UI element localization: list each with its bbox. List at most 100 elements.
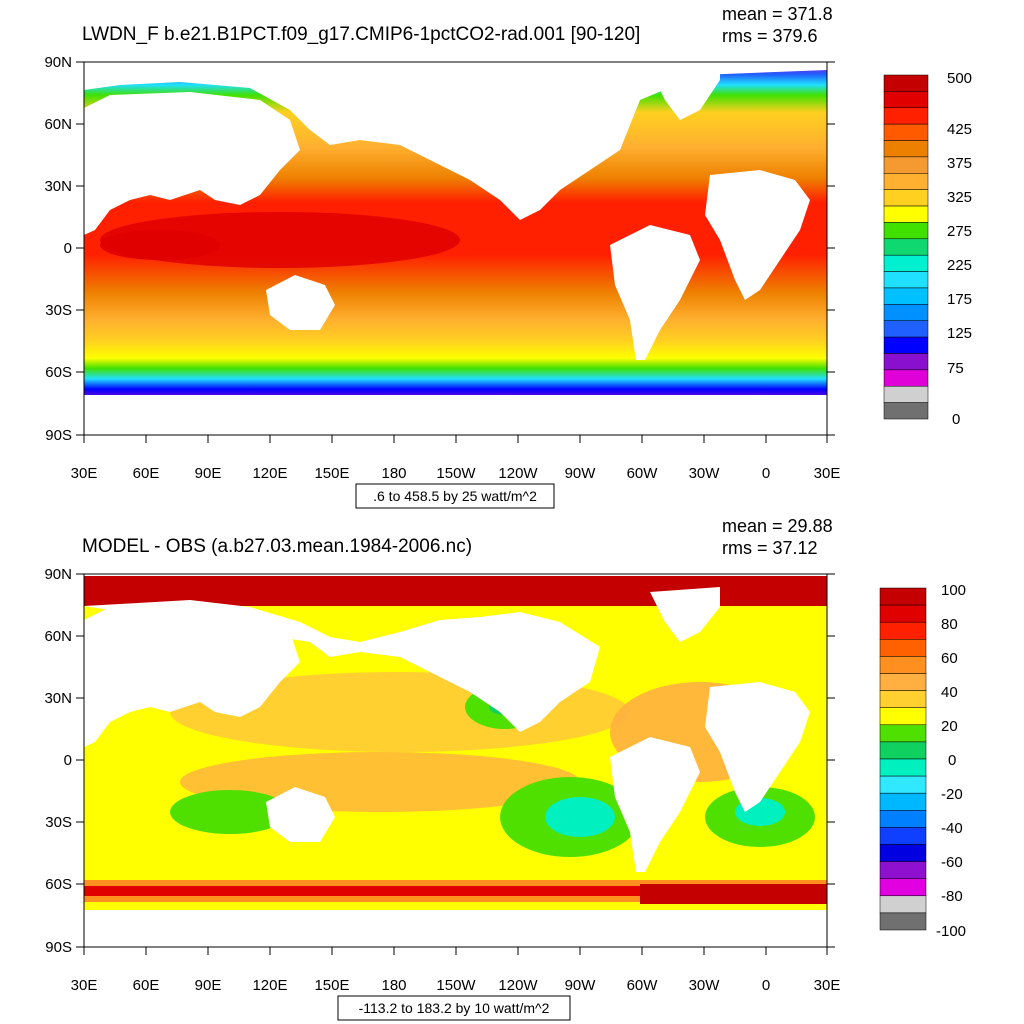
lon-label: 120W [498, 465, 538, 482]
lat-label: 90S [45, 427, 72, 444]
colorbar-swatch [879, 895, 927, 914]
range-label: .6 to 458.5 by 25 watt/m^2 [373, 488, 537, 504]
lon-labels: 30E 60E 90E 120E 150E 180 150W 120W 90W … [71, 465, 841, 482]
lat-axis [76, 573, 835, 948]
mean-stat: mean = 371.8 [722, 4, 833, 24]
lon-label: 150W [436, 977, 476, 994]
lon-label: 60E [133, 977, 160, 994]
range-box [337, 995, 571, 1021]
colorbar-swatch [883, 271, 929, 289]
rms-stat: rms = 379.6 [722, 26, 818, 46]
colorbar-label: -40 [941, 820, 963, 837]
lon-label: 30E [71, 465, 98, 482]
colorbar-label: 225 [947, 257, 972, 274]
colorbar-swatch [883, 189, 929, 207]
rms-stat: rms = 37.12 [722, 538, 818, 558]
lon-label: 90W [565, 977, 597, 994]
colorbar-swatch [883, 287, 929, 305]
lat-label: 30N [44, 178, 72, 195]
lon-labels: 30E 60E 90E 120E 150E 180 150W 120W 90W … [71, 977, 841, 994]
colorbar-swatch [879, 810, 927, 828]
colorbar-label: 175 [947, 291, 972, 308]
colorbar-swatch [879, 861, 927, 879]
colorbar-swatch [883, 369, 929, 387]
lon-label: 30E [814, 977, 841, 994]
colorbar-label: 20 [941, 718, 958, 735]
colorbar-swatch [883, 304, 929, 321]
colorbar-swatch [879, 724, 927, 743]
colorbar-swatch [883, 353, 929, 371]
colorbar-swatch [879, 792, 927, 811]
lon-label: 0 [762, 465, 770, 482]
colorbar-swatch [879, 656, 927, 674]
lon-label: 90E [195, 465, 222, 482]
colorbar-swatch [883, 222, 929, 240]
colorbar-swatch [883, 320, 929, 338]
colorbar-label: 375 [947, 155, 972, 172]
lat-label: 90N [44, 566, 72, 583]
colorbar-swatch [879, 621, 927, 640]
land-masses [84, 587, 827, 947]
map-svg-bottom: 90N 60N 30N 0 30S 60S 90S 30E 60E 90E 12… [44, 516, 966, 1021]
colorbar-label: 100 [941, 582, 966, 599]
colorbar [883, 74, 929, 420]
lon-label: 30W [689, 977, 721, 994]
lat-label: 30S [45, 302, 72, 319]
lon-label: 120E [252, 977, 287, 994]
colorbar-label: 40 [941, 684, 958, 701]
lat-axis [76, 61, 835, 436]
colorbar-swatch [883, 205, 929, 223]
colorbar-swatch [879, 741, 927, 760]
colorbar-labels: 100 80 60 40 20 0 -20 -40 -60 -80 -100 [936, 582, 966, 940]
lon-label: 90W [565, 465, 597, 482]
lat-labels: 90N 60N 30N 0 30S 60S 90S [44, 566, 72, 956]
colorbar-swatch [879, 690, 927, 708]
lat-label: 60N [44, 628, 72, 645]
difference-field [84, 576, 827, 947]
colorbar-label: 60 [941, 650, 958, 667]
lat-label: 60S [45, 364, 72, 381]
colorbar-swatch [883, 156, 929, 174]
lon-label: 60W [627, 465, 659, 482]
lon-label: 90E [195, 977, 222, 994]
colorbar-swatch [879, 707, 927, 726]
lon-label: 30E [814, 465, 841, 482]
lon-label: 120W [498, 977, 538, 994]
panel-title: LWDN_F b.e21.B1PCT.f09_g17.CMIP6-1pctCO2… [82, 24, 640, 45]
ocean-field [84, 62, 827, 435]
colorbar-label: -60 [941, 854, 963, 871]
colorbar-swatch [879, 639, 927, 657]
panel-title: MODEL - OBS (a.b27.03.mean.1984-2006.nc) [82, 536, 472, 557]
colorbar-label: -80 [941, 888, 963, 905]
range-box [355, 483, 555, 509]
range-label: -113.2 to 183.2 by 10 watt/m^2 [359, 1000, 550, 1016]
colorbar-swatch [883, 336, 929, 354]
lon-label: 180 [381, 977, 406, 994]
lon-label: 60E [133, 465, 160, 482]
colorbar-label: -100 [936, 923, 966, 940]
colorbar-label: 500 [947, 70, 972, 87]
colorbar-swatch [879, 587, 927, 606]
colorbar-label: 125 [947, 325, 972, 342]
colorbar-swatch [883, 140, 929, 158]
colorbar-label: 75 [947, 360, 964, 377]
colorbar-swatch [879, 827, 927, 845]
colorbar-swatch [883, 238, 929, 256]
lon-label: 150E [314, 977, 349, 994]
lon-label: 60W [627, 977, 659, 994]
lat-label: 90N [44, 54, 72, 71]
lon-label: 180 [381, 465, 406, 482]
map-panel-difference: 90N 60N 30N 0 30S 60S 90S 30E 60E 90E 12… [0, 512, 1024, 1024]
lon-axis [83, 435, 828, 443]
land-masses [84, 62, 827, 435]
colorbar-swatch [879, 604, 927, 623]
colorbar-swatch [883, 91, 929, 109]
mean-stat: mean = 29.88 [722, 516, 833, 536]
colorbar-swatch [883, 173, 929, 190]
lat-label: 60S [45, 876, 72, 893]
lat-labels: 90N 60N 30N 0 30S 60S 90S [44, 54, 72, 444]
colorbar-label: -20 [941, 786, 963, 803]
lon-axis [83, 947, 828, 955]
lon-label: 30W [689, 465, 721, 482]
lat-label: 0 [64, 752, 72, 769]
